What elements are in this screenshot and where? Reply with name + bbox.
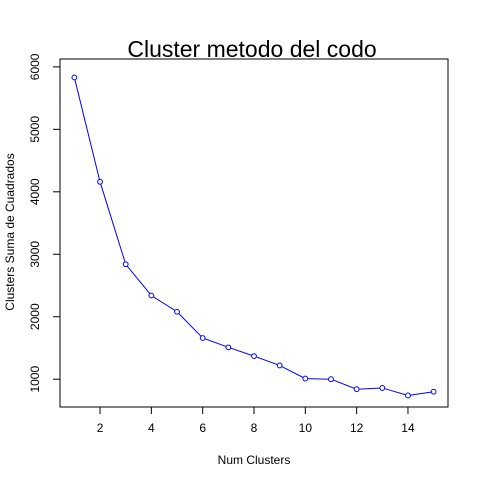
x-tick-label: 10 (299, 421, 313, 435)
data-point (199, 335, 206, 341)
data-point (405, 392, 411, 399)
data-point (251, 353, 257, 359)
x-axis-label: Num Clusters (218, 453, 291, 467)
data-point (379, 385, 386, 391)
data-point (328, 376, 334, 383)
y-axis-label: Clusters Suma de Cuadrados (3, 153, 17, 310)
x-tick-label: 6 (199, 421, 206, 435)
data-point (276, 362, 283, 369)
data-point (71, 74, 78, 81)
data-point (302, 375, 309, 382)
data-point (148, 292, 155, 299)
y-tick-label: 4000 (28, 178, 42, 205)
data-point (174, 308, 180, 315)
y-tick-label: 6000 (28, 53, 42, 80)
x-tick-label: 8 (251, 421, 258, 435)
chart-title: Cluster metodo del codo (127, 36, 376, 62)
y-tick-label: 1000 (28, 366, 42, 393)
data-point (353, 386, 360, 393)
x-tick-label: 12 (350, 421, 364, 435)
data-point (225, 344, 232, 351)
series (71, 74, 437, 399)
y-tick-label: 5000 (28, 116, 42, 143)
y-tick-label: 3000 (28, 241, 42, 268)
data-point (430, 388, 437, 395)
x-tick-label: 4 (148, 421, 155, 435)
axes: 2 4 6 8 10 12 14 1000 2000 3000 4000 5000 6000 (28, 53, 415, 435)
x-tick-label: 14 (401, 421, 415, 435)
y-tick-label: 2000 (28, 303, 42, 330)
data-point (97, 178, 103, 185)
data-point (122, 261, 129, 268)
x-tick-label: 2 (97, 421, 104, 435)
series-line (73, 77, 434, 396)
